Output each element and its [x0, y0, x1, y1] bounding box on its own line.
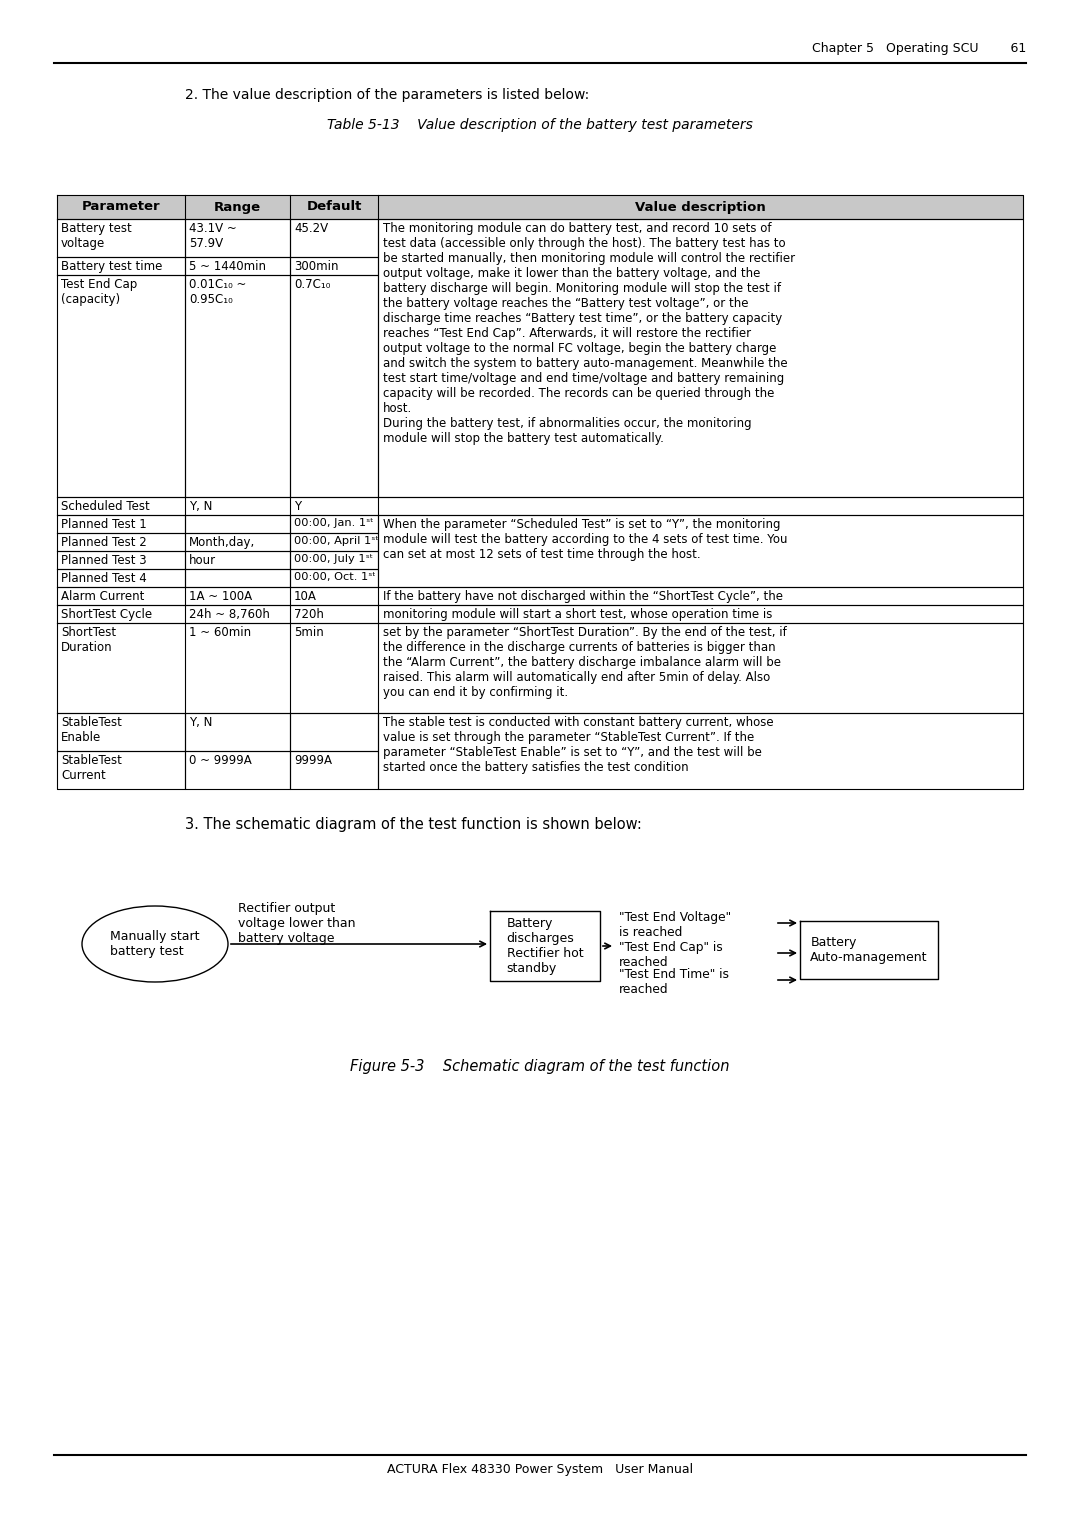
Text: 1 ~ 60min: 1 ~ 60min	[189, 626, 252, 639]
Text: Planned Test 1: Planned Test 1	[60, 518, 147, 532]
Text: Planned Test 2: Planned Test 2	[60, 536, 147, 549]
Text: Manually start
battery test: Manually start battery test	[110, 931, 200, 958]
Ellipse shape	[82, 906, 228, 983]
Text: Planned Test 3: Planned Test 3	[60, 555, 147, 567]
Text: 5 ~ 1440min: 5 ~ 1440min	[189, 260, 266, 274]
Text: Y: Y	[294, 500, 301, 513]
Text: Battery
Auto-management: Battery Auto-management	[810, 937, 928, 964]
Text: The stable test is conducted with constant battery current, whose
value is set t: The stable test is conducted with consta…	[383, 717, 773, 775]
Text: Test End Cap
(capacity): Test End Cap (capacity)	[60, 278, 137, 306]
Text: Planned Test 4: Planned Test 4	[60, 571, 147, 585]
Text: 00:00, April 1ˢᵗ: 00:00, April 1ˢᵗ	[294, 536, 379, 545]
Text: 45.2V: 45.2V	[294, 222, 328, 235]
Text: Battery test time: Battery test time	[60, 260, 162, 274]
Text: 1A ~ 100A: 1A ~ 100A	[189, 590, 252, 604]
Text: monitoring module will start a short test, whose operation time is: monitoring module will start a short tes…	[383, 608, 772, 620]
Text: "Test End Cap" is
reached: "Test End Cap" is reached	[619, 941, 723, 969]
Text: Rectifier output
voltage lower than
battery voltage: Rectifier output voltage lower than batt…	[238, 902, 355, 944]
Text: 5min: 5min	[294, 626, 324, 639]
Text: Chapter 5   Operating SCU        61: Chapter 5 Operating SCU 61	[812, 41, 1026, 55]
Text: hour: hour	[189, 555, 216, 567]
Text: Y, N: Y, N	[189, 717, 213, 729]
Text: The monitoring module can do battery test, and record 10 sets of
test data (acce: The monitoring module can do battery tes…	[383, 222, 795, 445]
Text: 300min: 300min	[294, 260, 338, 274]
Text: Figure 5-3    Schematic diagram of the test function: Figure 5-3 Schematic diagram of the test…	[350, 1059, 730, 1074]
Text: "Test End Time" is
reached: "Test End Time" is reached	[619, 969, 729, 996]
Text: When the parameter “Scheduled Test” is set to “Y”, the monitoring
module will te: When the parameter “Scheduled Test” is s…	[383, 518, 787, 561]
Text: StableTest
Current: StableTest Current	[60, 753, 122, 782]
Text: 10A: 10A	[294, 590, 316, 604]
Text: Value description: Value description	[635, 200, 766, 214]
Text: If the battery have not discharged within the “ShortTest Cycle”, the: If the battery have not discharged withi…	[383, 590, 783, 604]
Text: Battery
discharges
Rectifier hot
standby: Battery discharges Rectifier hot standby	[507, 917, 583, 975]
Text: 43.1V ~
57.9V: 43.1V ~ 57.9V	[189, 222, 237, 251]
Text: 0.01C₁₀ ~
0.95C₁₀: 0.01C₁₀ ~ 0.95C₁₀	[189, 278, 246, 306]
Text: 0.7C₁₀: 0.7C₁₀	[294, 278, 330, 290]
Text: 2. The value description of the parameters is listed below:: 2. The value description of the paramete…	[185, 89, 590, 102]
Text: 00:00, July 1ˢᵗ: 00:00, July 1ˢᵗ	[294, 555, 373, 564]
Text: 3. The schematic diagram of the test function is shown below:: 3. The schematic diagram of the test fun…	[185, 817, 642, 833]
Text: Parameter: Parameter	[82, 200, 160, 214]
Text: Table 5-13    Value description of the battery test parameters: Table 5-13 Value description of the batt…	[327, 118, 753, 131]
Text: Y, N: Y, N	[189, 500, 213, 513]
Text: Month,day,: Month,day,	[189, 536, 255, 549]
Text: Default: Default	[307, 200, 362, 214]
Text: ACTURA Flex 48330 Power System   User Manual: ACTURA Flex 48330 Power System User Manu…	[387, 1462, 693, 1476]
Text: Alarm Current: Alarm Current	[60, 590, 145, 604]
Text: ShortTest Cycle: ShortTest Cycle	[60, 608, 152, 620]
Text: "Test End Voltage"
is reached: "Test End Voltage" is reached	[619, 911, 731, 940]
Text: StableTest
Enable: StableTest Enable	[60, 717, 122, 744]
Text: Scheduled Test: Scheduled Test	[60, 500, 150, 513]
Text: set by the parameter “ShortTest Duration”. By the end of the test, if
the differ: set by the parameter “ShortTest Duration…	[383, 626, 786, 698]
Text: 00:00, Oct. 1ˢᵗ: 00:00, Oct. 1ˢᵗ	[294, 571, 376, 582]
Text: Battery test
voltage: Battery test voltage	[60, 222, 132, 251]
Bar	[57, 196, 1023, 219]
Text: 720h: 720h	[294, 608, 324, 620]
Text: 24h ~ 8,760h: 24h ~ 8,760h	[189, 608, 270, 620]
Text: 0 ~ 9999A: 0 ~ 9999A	[189, 753, 252, 767]
Text: ShortTest
Duration: ShortTest Duration	[60, 626, 117, 654]
Text: Range: Range	[214, 200, 261, 214]
Text: 00:00, Jan. 1ˢᵗ: 00:00, Jan. 1ˢᵗ	[294, 518, 374, 529]
Text: 9999A: 9999A	[294, 753, 332, 767]
